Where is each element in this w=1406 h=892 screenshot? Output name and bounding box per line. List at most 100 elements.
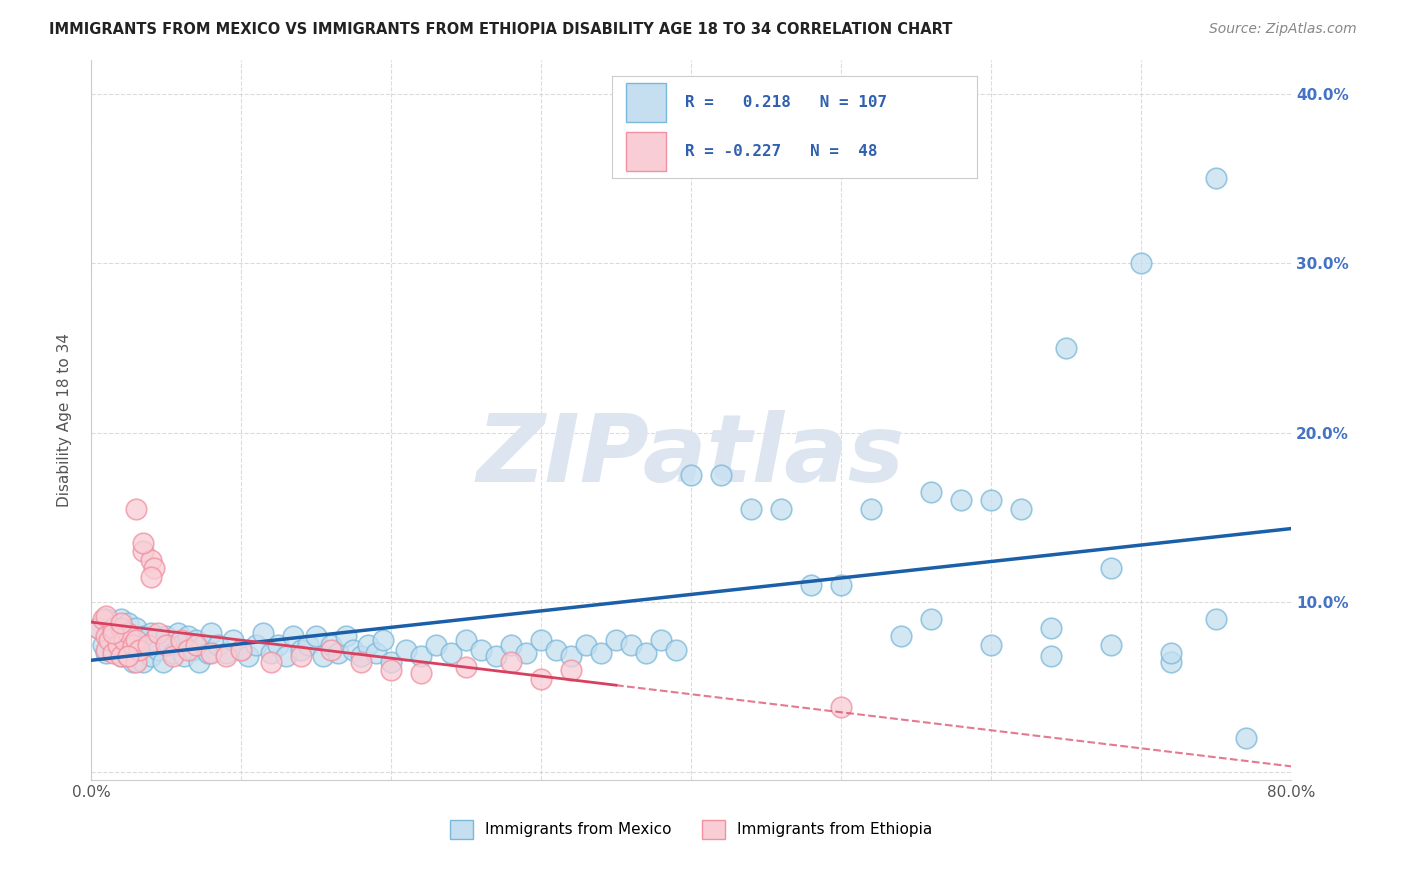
Point bbox=[229, 642, 252, 657]
Point bbox=[222, 632, 245, 647]
Point bbox=[125, 621, 148, 635]
Point bbox=[181, 642, 204, 657]
Point bbox=[136, 638, 159, 652]
Point bbox=[800, 578, 823, 592]
Point bbox=[1234, 731, 1257, 745]
Point bbox=[162, 646, 184, 660]
Point bbox=[342, 642, 364, 657]
Point bbox=[980, 493, 1002, 508]
Point bbox=[380, 663, 402, 677]
Point bbox=[530, 632, 553, 647]
Point bbox=[920, 485, 942, 500]
Point bbox=[117, 646, 139, 660]
Point bbox=[177, 629, 200, 643]
Point bbox=[860, 502, 883, 516]
Point bbox=[274, 649, 297, 664]
Point bbox=[112, 638, 135, 652]
Point bbox=[283, 629, 305, 643]
Point bbox=[107, 638, 129, 652]
Point bbox=[193, 638, 215, 652]
Point bbox=[139, 570, 162, 584]
Point bbox=[890, 629, 912, 643]
Point bbox=[91, 638, 114, 652]
Point bbox=[357, 638, 380, 652]
Point bbox=[139, 625, 162, 640]
Point bbox=[650, 632, 672, 647]
Point bbox=[1160, 646, 1182, 660]
Point bbox=[117, 625, 139, 640]
Point bbox=[260, 655, 283, 669]
Point bbox=[87, 621, 110, 635]
Point bbox=[207, 638, 229, 652]
Point bbox=[515, 646, 537, 660]
Point bbox=[605, 632, 627, 647]
Point bbox=[103, 621, 125, 635]
Point bbox=[440, 646, 463, 660]
Point bbox=[1040, 649, 1063, 664]
Point bbox=[544, 642, 567, 657]
Bar bbox=[626, 83, 666, 122]
Point bbox=[575, 638, 598, 652]
Point bbox=[132, 536, 155, 550]
Point bbox=[319, 638, 342, 652]
Point bbox=[1054, 341, 1077, 355]
Point bbox=[364, 646, 387, 660]
Point bbox=[132, 544, 155, 558]
Point bbox=[980, 638, 1002, 652]
Point bbox=[328, 646, 350, 660]
Point bbox=[110, 649, 132, 664]
Point bbox=[136, 638, 159, 652]
Text: R =   0.218   N = 107: R = 0.218 N = 107 bbox=[685, 95, 887, 110]
Point bbox=[920, 612, 942, 626]
Point bbox=[1040, 621, 1063, 635]
Point bbox=[139, 649, 162, 664]
Point bbox=[117, 649, 139, 664]
Point bbox=[97, 629, 120, 643]
Point bbox=[117, 615, 139, 630]
Text: R = -0.227   N =  48: R = -0.227 N = 48 bbox=[685, 145, 877, 160]
Point bbox=[499, 655, 522, 669]
Point bbox=[560, 649, 582, 664]
Point bbox=[132, 629, 155, 643]
Point bbox=[122, 638, 145, 652]
Point bbox=[142, 561, 165, 575]
Point bbox=[103, 646, 125, 660]
Point bbox=[187, 655, 209, 669]
Point bbox=[148, 642, 170, 657]
Point bbox=[1099, 638, 1122, 652]
Point bbox=[110, 621, 132, 635]
Point bbox=[107, 632, 129, 647]
Point bbox=[110, 649, 132, 664]
Point bbox=[530, 672, 553, 686]
Point bbox=[110, 612, 132, 626]
Point bbox=[335, 629, 357, 643]
Point bbox=[103, 642, 125, 657]
Point bbox=[499, 638, 522, 652]
Point bbox=[94, 646, 117, 660]
Point bbox=[252, 625, 274, 640]
Point bbox=[830, 578, 852, 592]
Point bbox=[200, 625, 222, 640]
Point bbox=[87, 621, 110, 635]
Point bbox=[740, 502, 762, 516]
Point bbox=[125, 655, 148, 669]
Point bbox=[94, 629, 117, 643]
Text: Source: ZipAtlas.com: Source: ZipAtlas.com bbox=[1209, 22, 1357, 37]
Point bbox=[830, 700, 852, 714]
Point bbox=[173, 649, 195, 664]
Point bbox=[245, 638, 267, 652]
Point bbox=[170, 632, 193, 647]
Y-axis label: Disability Age 18 to 34: Disability Age 18 to 34 bbox=[58, 333, 72, 507]
Point bbox=[380, 655, 402, 669]
Bar bbox=[626, 132, 666, 171]
Point bbox=[112, 625, 135, 640]
Point bbox=[454, 659, 477, 673]
Point bbox=[305, 629, 328, 643]
Point bbox=[184, 638, 207, 652]
Point bbox=[373, 632, 395, 647]
Point bbox=[125, 632, 148, 647]
Point bbox=[319, 642, 342, 657]
Point bbox=[1160, 655, 1182, 669]
Point bbox=[170, 638, 193, 652]
Point bbox=[91, 612, 114, 626]
